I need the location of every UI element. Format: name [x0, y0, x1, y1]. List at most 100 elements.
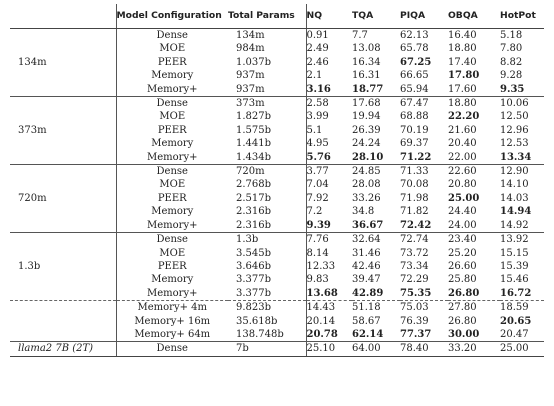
- tqa-cell: 31.46: [352, 247, 381, 259]
- config-cell: Memory: [151, 70, 194, 82]
- nq-cell: 2.1: [306, 70, 323, 82]
- table-row: MOE 2.768b 7.04 28.08 70.08 20.80 14.10: [10, 178, 544, 192]
- nq-cell: 3.16: [306, 83, 331, 95]
- params-cell: 984m: [228, 42, 307, 56]
- config-cell: Dense: [116, 232, 228, 247]
- obqa-cell: 16.40: [448, 28, 500, 43]
- params-cell: 7b: [228, 341, 307, 357]
- table-body: 134m Dense 134m 0.91 7.7 62.13 16.40 5.18 MOE 984…: [10, 27, 544, 357]
- header-total-params: Total Params: [228, 4, 307, 29]
- nq-cell: 13.68: [306, 287, 338, 299]
- hotpot-cell: 20.65: [500, 315, 532, 327]
- obqa-cell: 22.60: [448, 164, 500, 179]
- tqa-cell: 17.68: [352, 96, 400, 111]
- header-tqa: TQA: [352, 4, 400, 29]
- obqa-cell: 17.40: [448, 56, 477, 68]
- hotpot-cell: 13.92: [500, 232, 544, 247]
- params-cell: 1.441b: [228, 137, 307, 151]
- nq-cell: 2.49: [306, 43, 329, 55]
- tqa-cell: 33.26: [352, 192, 381, 204]
- piqa-cell: 62.13: [400, 28, 448, 43]
- params-cell: 3.545b: [228, 246, 307, 260]
- hotpot-cell: 15.15: [500, 247, 529, 259]
- table-row: PEER 1.575b 5.1 26.39 70.19 21.60 12.96: [10, 123, 544, 138]
- params-cell: 1.827b: [228, 110, 307, 124]
- model-size-cell: 134m: [10, 27, 117, 97]
- nq-cell: 2.58: [306, 96, 352, 111]
- config-cell: Memory+ 64m: [134, 328, 211, 340]
- hotpot-cell: 20.47: [500, 328, 529, 340]
- config-cell: Memory+ 16m: [134, 315, 211, 327]
- obqa-cell: 18.80: [448, 96, 500, 111]
- table-row: PEER 1.037b 2.46 16.34 67.25 17.40 8.82: [10, 55, 544, 70]
- piqa-cell: 69.37: [400, 138, 429, 150]
- tqa-cell: 36.67: [352, 219, 384, 231]
- hotpot-cell: 12.90: [500, 164, 544, 179]
- config-cell: Memory+: [147, 151, 198, 163]
- config-cell: PEER: [157, 192, 187, 204]
- nq-cell: 25.10: [306, 341, 352, 357]
- piqa-cell: 71.98: [400, 192, 429, 204]
- nq-cell: 9.83: [306, 274, 329, 286]
- hotpot-cell: 9.35: [500, 83, 525, 95]
- table-row: Memory+ 16m 35.618b 20.14 58.67 76.39 26.80 20…: [10, 314, 544, 328]
- header-row: Model Configuration Total Params NQ TQA …: [10, 4, 544, 29]
- table-row: MOE 984m 2.49 13.08 65.78 18.80 7.80: [10, 42, 544, 56]
- hotpot-cell: 14.94: [500, 206, 532, 218]
- header-nq: NQ: [306, 4, 352, 29]
- tqa-cell: 19.94: [352, 111, 381, 123]
- tqa-cell: 28.10: [352, 151, 384, 163]
- table-row: Memory+ 64m 138.748b 20.78 62.14 77.37 30.00 2…: [10, 327, 544, 342]
- piqa-cell: 65.94: [400, 83, 429, 95]
- table-row: 1.3b Dense 1.3b 7.76 32.64 72.74 23.40 13.92: [10, 232, 544, 301]
- piqa-cell: 66.65: [400, 70, 429, 82]
- params-cell: 3.377b: [228, 273, 307, 287]
- table-row: PEER 3.646b 12.33 42.46 73.34 26.60 15.39: [10, 259, 544, 274]
- hotpot-cell: 15.39: [500, 260, 529, 272]
- tqa-cell: 62.14: [352, 328, 384, 340]
- nq-cell: 7.04: [306, 179, 329, 191]
- table-row: Memory+ 937m 3.16 18.77 65.94 17.60 9.35: [10, 82, 544, 97]
- params-cell: 1.037b: [228, 55, 307, 70]
- piqa-cell: 67.47: [400, 96, 448, 111]
- config-cell: MOE: [159, 43, 186, 55]
- params-cell: 1.434b: [228, 150, 307, 165]
- table-row: Memory+ 2.316b 9.39 36.67 72.42 24.00 14.92: [10, 218, 544, 233]
- piqa-cell: 77.37: [400, 328, 432, 340]
- piqa-cell: 72.42: [400, 219, 432, 231]
- nq-cell: 14.43: [306, 300, 352, 315]
- obqa-cell: 18.80: [448, 43, 477, 55]
- model-size-cell-empty: [10, 300, 117, 342]
- piqa-cell: 71.33: [400, 164, 448, 179]
- hotpot-cell: 12.50: [500, 111, 529, 123]
- nq-cell: 4.95: [306, 138, 329, 150]
- table-row: 134m Dense 134m 0.91 7.7 62.13 16.40 5.18: [10, 27, 544, 97]
- header-hotpot: HotPot: [500, 4, 544, 29]
- nq-cell: 5.76: [306, 151, 331, 163]
- hotpot-cell: 14.92: [500, 219, 529, 231]
- piqa-cell: 71.82: [400, 206, 429, 218]
- piqa-cell: 70.19: [400, 124, 429, 136]
- obqa-cell: 25.80: [448, 274, 477, 286]
- params-cell: 1.3b: [228, 232, 307, 247]
- model-size-cell: llama2 7B (2T): [10, 341, 117, 357]
- obqa-cell: 22.00: [448, 151, 477, 163]
- piqa-cell: 67.25: [400, 56, 432, 68]
- params-cell: 937m: [228, 82, 307, 97]
- piqa-cell: 75.03: [400, 300, 448, 315]
- obqa-cell: 25.20: [448, 247, 477, 259]
- piqa-cell: 71.22: [400, 151, 432, 163]
- obqa-cell: 24.40: [448, 206, 477, 218]
- obqa-cell: 26.60: [448, 260, 477, 272]
- tqa-cell: 16.31: [352, 70, 381, 82]
- tqa-cell: 26.39: [352, 124, 381, 136]
- params-cell: 3.377b: [228, 286, 307, 301]
- nq-cell: 20.78: [306, 328, 338, 340]
- tqa-cell: 51.18: [352, 300, 400, 315]
- tqa-cell: 16.34: [352, 56, 381, 68]
- hotpot-cell: 5.18: [500, 28, 544, 43]
- config-cell: Dense: [116, 28, 228, 43]
- hotpot-cell: 18.59: [500, 300, 544, 315]
- header-obqa: OBQA: [448, 4, 500, 29]
- nq-cell: 9.39: [306, 219, 331, 231]
